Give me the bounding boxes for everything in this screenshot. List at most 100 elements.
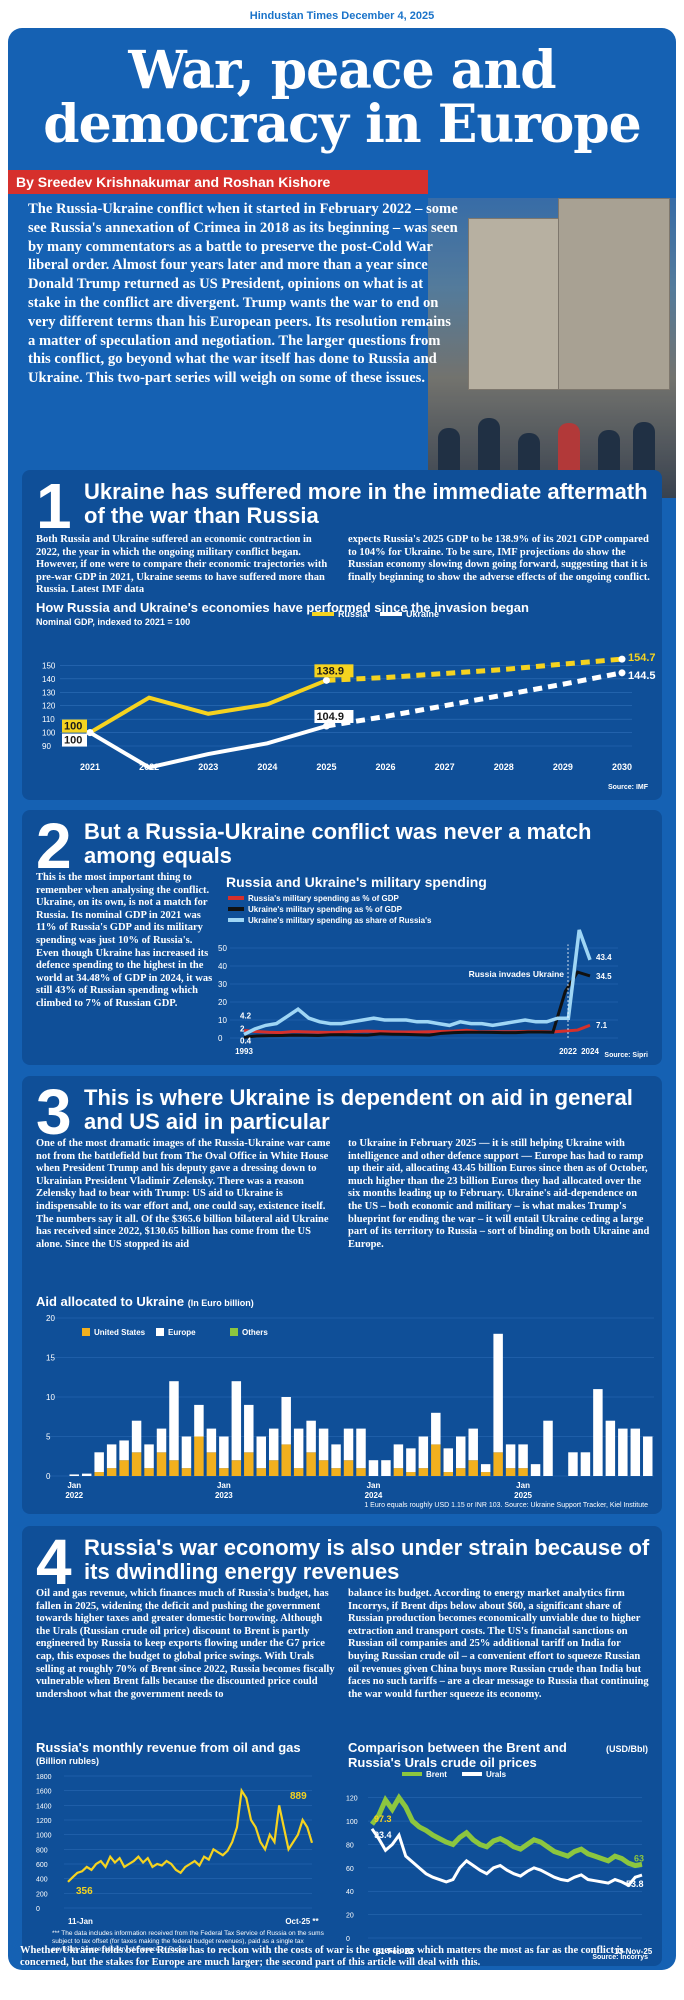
bar-segment [630,1428,641,1476]
bar-segment [381,1460,391,1476]
bar-segment [443,1472,454,1476]
bar-segment [106,1468,117,1476]
section-2-number: 2 [36,810,72,882]
series-ukraine-projection [326,670,623,729]
section-4-number: 4 [36,1526,72,1598]
y-tick-label: 120 [346,1796,358,1803]
label-end: 889 [290,1791,307,1802]
bar-segment [480,1472,491,1476]
series-line [243,929,592,1036]
section-1-left-text: Both Russia and Ukraine suffered an econ… [36,534,328,596]
invasion-annotation: Russia invades Ukraine [469,969,565,979]
bar-segment [530,1464,541,1476]
military-chart-title: Russia and Ukraine's military spending [226,874,487,890]
byline: By Sreedev Krishnakumar and Roshan Kisho… [8,170,428,194]
y-tick-label: 15 [46,1354,55,1363]
y-tick-label: 150 [42,661,56,670]
bar-segment [268,1428,279,1461]
legend-swatch [82,1328,90,1336]
y-tick-label: 0 [46,1472,51,1481]
data-point [618,669,626,677]
y-tick-label: 1600 [36,1789,52,1796]
bar-segment [131,1420,142,1453]
y-tick-label: 130 [42,688,56,697]
label-russia-2021-bg [62,719,87,733]
y-tick-label: 90 [42,742,51,751]
x-tick-label: 2025 [316,762,336,772]
legend-swatch [156,1328,164,1336]
x-tick-start: 11-Jan [68,1917,93,1926]
revenue-chart-note: *** The data includes information receiv… [52,1930,324,1953]
bar-segment [156,1452,167,1476]
x-tick-label: 2021 [80,762,100,772]
y-tick-label: 120 [42,702,56,711]
revenue-chart-title: Russia's monthly revenue from oil and ga… [36,1740,301,1755]
infographic-panel: War, peace and democracy in Europe By Sr… [8,28,676,1970]
y-tick-label: 0 [218,1034,223,1043]
x-tick-end: Oct-25 ** [285,1917,319,1926]
label-urals-start: 93.4 [374,1830,392,1840]
bar-segment [493,1333,503,1453]
y-tick-label: 20 [346,1913,354,1920]
military-spending-chart: Russia's military spending as % of GDP Uk… [218,894,618,1056]
bar-segment [468,1428,478,1461]
x-tick-year: 2025 [514,1491,532,1500]
x-tick-label: 2024 [257,762,277,772]
bar-segment [156,1428,167,1453]
section-3-heading: This is where Ukraine is dependent on ai… [84,1085,633,1134]
bar-segment [318,1428,329,1461]
y-tick-label: 1400 [36,1803,52,1810]
oil-gas-revenue-chart: 1800 1600 1400 1200 1000 800 600 400 200 0 356 889 1… [36,1774,320,1926]
x-tick-year: 2023 [215,1491,233,1500]
section-1-number: 1 [36,470,72,542]
section-2-text: This is the most important thing to reme… [36,872,213,1009]
label-ukraine-2021: 100 [64,735,82,747]
label-russia-2021: 100 [64,721,82,733]
series-russia-projection [326,656,623,683]
y-tick-label: 40 [346,1889,354,1896]
bar-segment [69,1474,79,1476]
bar-segment [343,1460,354,1476]
bar-segment [144,1444,154,1469]
bar-segment [131,1452,142,1476]
bar-segment [94,1452,104,1473]
label-start: 356 [76,1886,93,1897]
bar-segment [368,1460,379,1476]
legend-label: Ukraine's military spending as % of GDP [248,905,403,914]
bar-segment [418,1436,429,1469]
bar-segment [231,1381,242,1461]
gdp-source: Source: IMF [607,784,648,791]
bar-segment [94,1472,104,1476]
brent-urals-unit: (USD/Bbl) [606,1744,648,1754]
y-tick-label: 1800 [36,1774,52,1781]
x-tick-label: 1993 [235,1047,253,1056]
x-tick-label: 2022 [559,1047,577,1056]
intro-text: The Russia-Ukraine conflict when it star… [28,201,458,387]
section-3-right-text: to Ukraine in February 2025 — it is stil… [348,1138,650,1250]
y-tick-label: 60 [346,1866,354,1873]
x-tick-end: 13-Nov-25 [614,1947,653,1956]
bar-segment [331,1444,341,1469]
legend-ukraine-label: Ukraine [406,609,439,619]
data-point [322,676,330,684]
section-2: 2 But a Russia-Ukraine conflict was neve… [22,810,662,1065]
section-4-right-text: balance its budget. According to energy … [348,1588,649,1700]
x-tick-label: 2029 [553,762,573,772]
bar-segment [580,1452,591,1476]
brent-urals-chart: Brent Urals 120 100 80 60 40 20 0 97.3 93.4 63 53.8 2… [346,1770,653,1956]
bar-segment [393,1468,404,1476]
y-tick-label: 30 [218,980,227,989]
x-tick-start: 21-Feb-22 [376,1947,414,1956]
gdp-chart: Russia Ukraine 150 140 130 120 110 100 90 2021 202… [42,609,656,772]
bar-segment [194,1404,204,1437]
bar-segment [456,1436,466,1469]
y-tick-label: 40 [218,962,227,971]
series-urals [370,1827,643,1888]
legend-russia-label: Russia [338,609,369,619]
label-urals-end: 53.8 [626,1879,644,1889]
bar-segment [431,1412,441,1445]
x-tick-label: 2024 [581,1047,599,1056]
aid-chart-unit: (In Euro billion) [187,1298,254,1308]
x-tick-label: 2023 [198,762,218,772]
bar-segment [443,1448,454,1473]
